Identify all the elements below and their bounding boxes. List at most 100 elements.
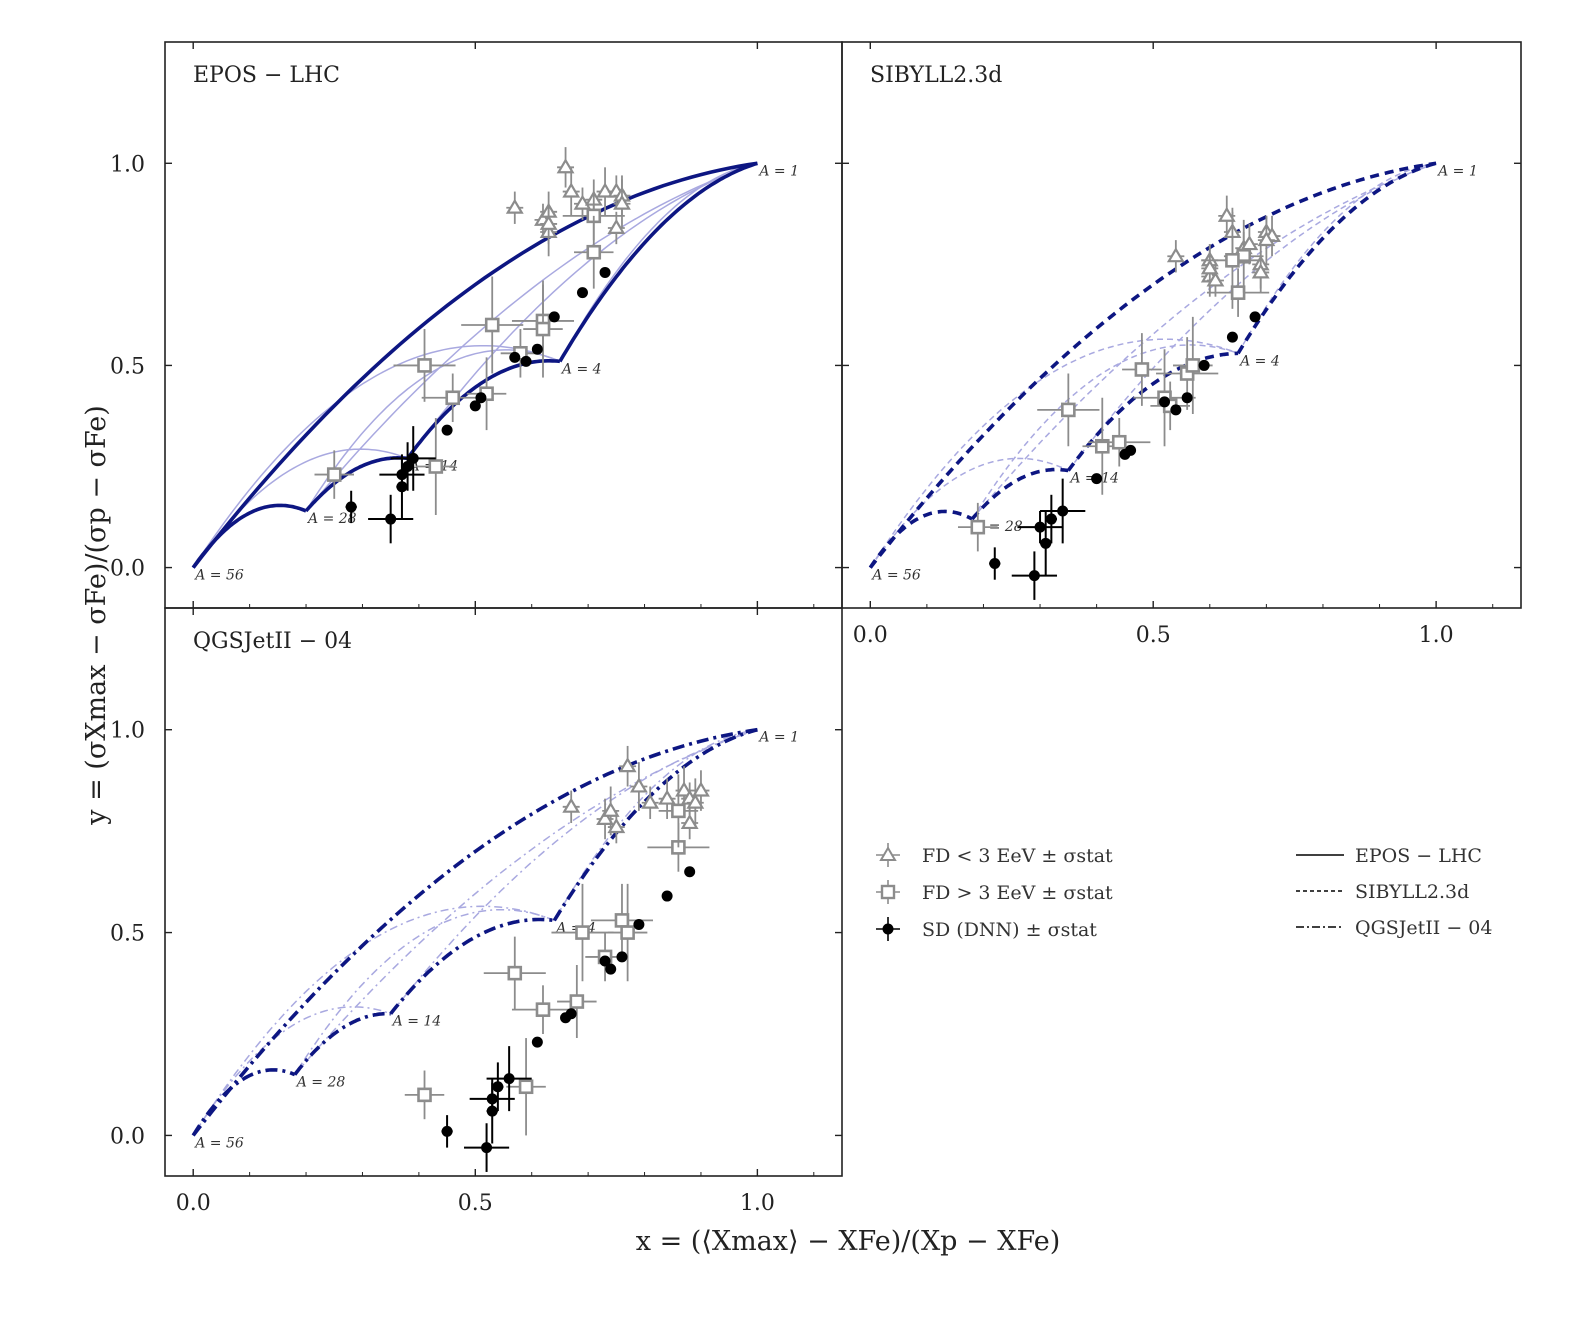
- y-tick-label: 1.0: [110, 152, 145, 177]
- fd-high-point: [1230, 285, 1246, 300]
- inner-curve-a56-a4: [192, 905, 555, 1136]
- fd-low-point: [692, 781, 710, 797]
- sd-point: [599, 266, 611, 278]
- fd-low-point: [629, 777, 648, 793]
- fd-high-point: [575, 925, 590, 940]
- inner-curve-a28-a1: [294, 728, 758, 1076]
- x-axis-label: x = (⟨Xmax⟩ − XFe)/(Xp − XFe): [636, 1226, 1060, 1257]
- fd-low-point: [607, 817, 626, 834]
- fd-high-point: [417, 1087, 432, 1103]
- y-tick-label: 0.0: [110, 1124, 145, 1149]
- inner-curve-a56-a4: [192, 344, 561, 569]
- legend-line-label: EPOS − LHC: [1355, 845, 1482, 867]
- boundary-upper: [868, 161, 1437, 569]
- sd-point: [492, 1081, 504, 1093]
- fd-low-point: [658, 789, 677, 805]
- sd-point: [503, 1073, 515, 1085]
- panel-1: A = 1A = 4A = 14A = 28A = 560.00.51.0EPO…: [110, 41, 843, 609]
- boundary-upper: [191, 161, 758, 569]
- y-tick-label: 1.0: [110, 719, 145, 744]
- legend: FD < 3 EeV ± σstat FD > 3 EeV ± σstat SD (…: [876, 843, 1492, 941]
- fd-high-point: [326, 467, 342, 482]
- fd-high-point: [484, 317, 500, 333]
- sd-point: [509, 351, 521, 363]
- inner-curve-a28-a1: [305, 162, 758, 512]
- inner-curve-a56-a14: [869, 457, 1069, 569]
- sd-point: [441, 1125, 453, 1137]
- sd-point: [402, 461, 414, 472]
- boundary-a14-a4: [389, 917, 555, 1015]
- boundary-a28-a14: [293, 1011, 391, 1076]
- sd-point: [1226, 331, 1238, 343]
- label-a28: A = 28: [306, 511, 357, 527]
- fd-low-point: [562, 797, 581, 813]
- sd-point: [684, 866, 696, 878]
- x-tick-label: 0.5: [1136, 623, 1171, 648]
- fd-high-point: [614, 913, 630, 928]
- fd-low-point: [562, 182, 581, 198]
- fd-high-point: [428, 459, 444, 474]
- boundary-a14-a4: [406, 359, 561, 460]
- sd-point: [1249, 311, 1261, 323]
- panel-2: A = 1A = 4A = 14A = 28A = 560.0 0.5 1.0SIB…: [841, 41, 1522, 648]
- sd-point: [441, 424, 453, 436]
- legend-marker-label: FD > 3 EeV ± σstat: [922, 882, 1113, 904]
- fd-low-point: [675, 781, 693, 797]
- label-a1: A = 1: [757, 163, 799, 179]
- legend-marker-label: FD < 3 EeV ± σstat: [922, 845, 1113, 867]
- fd-low-point: [1257, 230, 1276, 247]
- fd-high-point: [507, 965, 523, 981]
- sd-point: [469, 400, 481, 412]
- label-a28: A = 28: [295, 1075, 346, 1091]
- sd-point: [1198, 359, 1210, 371]
- fd-high-point: [1094, 438, 1110, 454]
- fd-low-point: [1217, 206, 1236, 222]
- fd-low-point: [596, 182, 614, 198]
- sd-point: [1125, 444, 1137, 456]
- inner-curve-a28-a4: [971, 344, 1239, 520]
- sd-point: [396, 469, 408, 481]
- fd-high-point: [671, 803, 686, 819]
- fd-high-point: [970, 519, 986, 535]
- sd-point: [661, 890, 673, 902]
- sd-point: [1045, 513, 1057, 525]
- x-tick-label: 1.0: [740, 1191, 775, 1216]
- sd-point: [1057, 505, 1069, 517]
- fd-high-point: [620, 925, 635, 940]
- x-tick-label: 0.5: [458, 1191, 493, 1216]
- fd-low-point: [1206, 271, 1225, 287]
- inner-curve-a56-a4: [869, 338, 1239, 569]
- fd-high-point: [535, 1002, 551, 1017]
- fd-high-point: [445, 390, 461, 406]
- plot-area: A = 1A = 4A = 14A = 28A = 56: [191, 727, 799, 1172]
- y-axis-label: y = (σXmax − σFe)/(σp − σFe): [81, 405, 112, 825]
- boundary-a28-a14: [304, 455, 408, 513]
- fd-low-point: [607, 218, 626, 234]
- boundary-a56-a28: [191, 503, 307, 569]
- legend-triangle-marker: [879, 846, 897, 861]
- inner-curve-a4-a1: [553, 728, 758, 921]
- legend-line-label: QGSJetII − 04: [1355, 917, 1492, 939]
- label-a56: A = 56: [193, 1135, 244, 1151]
- sd-point: [1159, 396, 1171, 408]
- label-a14: A = 14: [391, 1014, 442, 1030]
- sd-point: [385, 513, 397, 525]
- legend-circle-marker: [882, 923, 894, 935]
- plot-area: A = 1A = 4A = 14A = 28A = 56: [868, 161, 1478, 600]
- sd-point: [633, 918, 645, 930]
- sd-point: [1028, 570, 1040, 582]
- inner-curve-a14-a1: [390, 728, 758, 1015]
- fd-low-point: [686, 793, 705, 809]
- boundary-a4-a1: [1236, 161, 1437, 355]
- sd-point: [548, 311, 560, 323]
- sd-point: [605, 963, 617, 975]
- fd-low-point: [539, 214, 558, 230]
- inner-curve-a4-a1: [1237, 162, 1437, 354]
- panels: A = 1 A = 4 A = 14 A = 28 A = 56 0.0 0.5 1.0 EPO…: [110, 41, 1522, 1216]
- legend-marker-label: SD (DNN) ± σstat: [922, 919, 1097, 941]
- sd-point: [407, 452, 419, 464]
- fd-high-point: [1225, 253, 1240, 268]
- sd-point: [531, 343, 543, 355]
- x-tick-label: 0.0: [853, 623, 888, 648]
